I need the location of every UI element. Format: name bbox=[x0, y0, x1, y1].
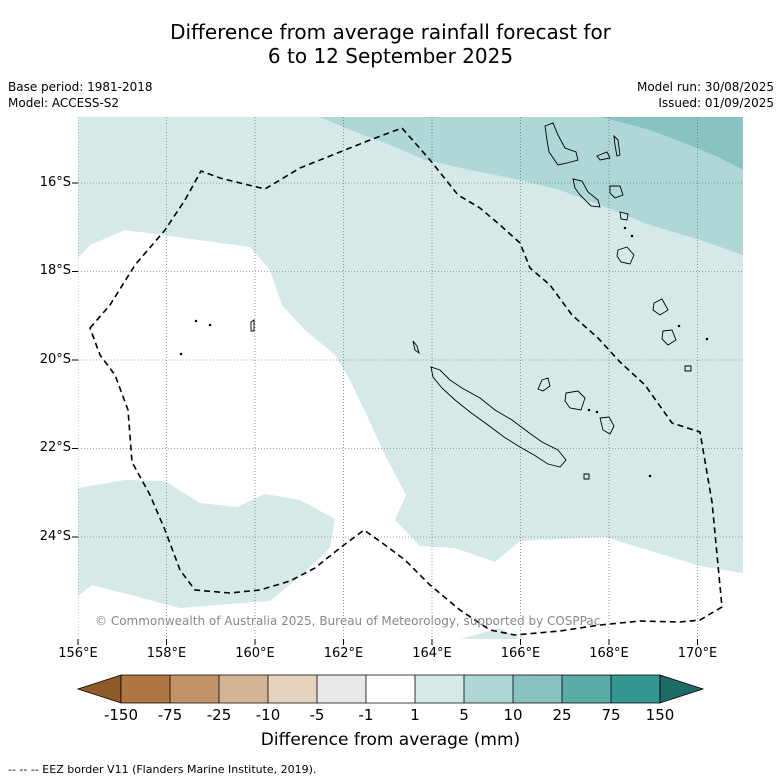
lat-label: 18°S bbox=[39, 263, 71, 278]
lat-label: 20°S bbox=[39, 352, 71, 367]
colorbar-label: 5 bbox=[459, 706, 469, 724]
colorbar-label: -75 bbox=[157, 706, 183, 724]
lon-label: 162°E bbox=[323, 646, 364, 661]
colorbar-segment bbox=[464, 675, 513, 703]
issued-date: Issued: 01/09/2025 bbox=[658, 96, 774, 110]
lat-label: 22°S bbox=[39, 440, 71, 455]
colorbar-segment bbox=[170, 675, 219, 703]
colorbar-label: -5 bbox=[309, 706, 325, 724]
eez-legend-note: -- -- -- EEZ border V11 (Flanders Marine… bbox=[8, 763, 317, 776]
island-epi bbox=[609, 185, 624, 199]
model-name: Model: ACCESS-S2 bbox=[8, 96, 120, 110]
colorbar-label: -25 bbox=[206, 706, 232, 724]
island-pentecost bbox=[613, 134, 621, 157]
colorbar-segment bbox=[366, 675, 415, 703]
colorbar-label: 75 bbox=[601, 706, 621, 724]
island-malekula bbox=[572, 178, 601, 208]
island-erromango bbox=[616, 246, 635, 265]
gridlines bbox=[78, 117, 743, 639]
colorbar-label: -1 bbox=[358, 706, 374, 724]
colorbar-label: 10 bbox=[503, 706, 523, 724]
island-hunter bbox=[661, 329, 677, 346]
rainfall-region-1-5mm bbox=[78, 117, 743, 639]
rainfall-region-10-25mm bbox=[600, 117, 743, 170]
title-line-2: 6 to 12 September 2025 bbox=[267, 44, 514, 68]
axis-ticks bbox=[72, 182, 698, 645]
colorbar-segment bbox=[611, 675, 660, 703]
island-small-1 bbox=[684, 365, 692, 372]
lon-label: 164°E bbox=[412, 646, 452, 661]
island-ouvea bbox=[537, 377, 551, 392]
lon-label: 168°E bbox=[589, 646, 629, 661]
colorbar-segment bbox=[562, 675, 611, 703]
map-area bbox=[78, 117, 743, 639]
island-ambae bbox=[596, 151, 611, 161]
colorbar-title: Difference from average (mm) bbox=[260, 730, 521, 750]
colorbar-segment bbox=[76, 674, 122, 704]
island-lifou bbox=[564, 390, 586, 411]
colorbar-segment bbox=[513, 675, 562, 703]
coastlines bbox=[179, 122, 709, 480]
colorbar-label: 1 bbox=[410, 706, 420, 724]
colorbar-segment bbox=[268, 675, 317, 703]
rainfall-region-5-10mm bbox=[320, 117, 743, 255]
eez-border bbox=[89, 127, 723, 636]
colorbar bbox=[76, 674, 705, 704]
lon-label: 156°E bbox=[58, 646, 98, 661]
lat-label: 24°S bbox=[39, 529, 71, 544]
colorbar-label: 150 bbox=[645, 706, 675, 724]
island-walpole bbox=[583, 473, 590, 480]
island-matthew bbox=[652, 298, 669, 316]
colorbar-segment bbox=[219, 675, 268, 703]
colorbar-label: -10 bbox=[255, 706, 281, 724]
lon-label: 158°E bbox=[146, 646, 187, 661]
lat-label: 16°S bbox=[39, 175, 71, 190]
lon-label: 166°E bbox=[500, 646, 541, 661]
title-line-1: Difference from average rainfall forecas… bbox=[170, 20, 611, 44]
island-mare bbox=[599, 416, 615, 435]
copyright-notice: © Commonwealth of Australia 2025, Bureau… bbox=[95, 614, 601, 628]
colorbar-label: -150 bbox=[103, 706, 139, 724]
colorbar-segment bbox=[317, 675, 366, 703]
colorbar-segment bbox=[659, 674, 705, 704]
model-run: Model run: 30/08/2025 bbox=[636, 80, 774, 94]
lon-label: 170°E bbox=[677, 646, 718, 661]
island-espiritu-santo bbox=[544, 122, 579, 166]
island-new-caledonia bbox=[430, 366, 567, 468]
colorbar-label: 25 bbox=[552, 706, 572, 724]
lon-label: 160°E bbox=[235, 646, 275, 661]
colorbar-segment bbox=[121, 675, 170, 703]
island-small-2 bbox=[250, 319, 255, 332]
island-efate bbox=[619, 211, 629, 221]
base-period: Base period: 1981-2018 bbox=[8, 80, 153, 94]
colorbar-segment bbox=[415, 675, 464, 703]
island-belep bbox=[412, 340, 420, 355]
